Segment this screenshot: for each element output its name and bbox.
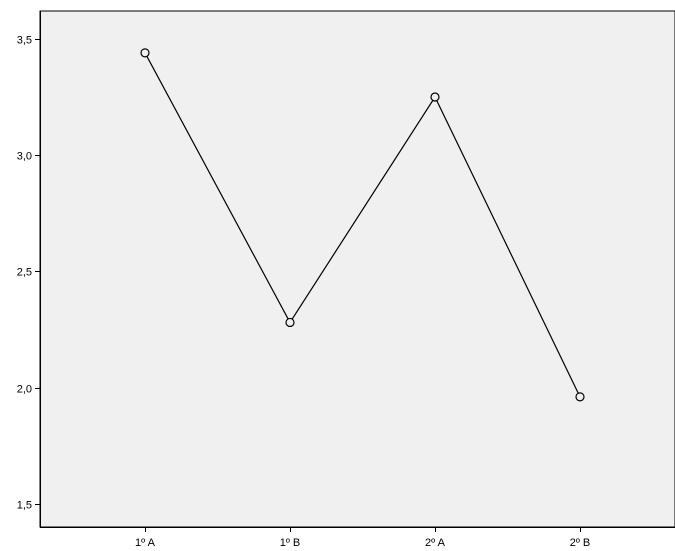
y-tick-label: 2,0	[17, 384, 32, 396]
data-point-marker	[140, 48, 150, 58]
series-line	[144, 52, 581, 398]
data-point-marker	[285, 317, 295, 328]
x-tick-label: 2º A	[425, 537, 446, 549]
plot-area	[39, 10, 675, 528]
x-axis: 1º A 1º B 2º A 2º B	[135, 527, 590, 549]
y-axis: 1,5 2,0 2,5 3,0 3,5	[17, 35, 40, 512]
y-tick-label: 2,5	[17, 267, 32, 279]
y-tick-label: 3,0	[17, 151, 32, 163]
x-tick-label: 2º B	[570, 537, 591, 549]
data-point-marker	[430, 92, 440, 102]
x-tick-label: 1º A	[135, 537, 156, 549]
y-tick-label: 1,5	[17, 500, 32, 512]
y-tick-label: 3,5	[17, 35, 32, 47]
x-tick-label: 1º B	[280, 537, 301, 549]
data-point-marker	[575, 392, 585, 402]
series-markers	[140, 48, 585, 402]
